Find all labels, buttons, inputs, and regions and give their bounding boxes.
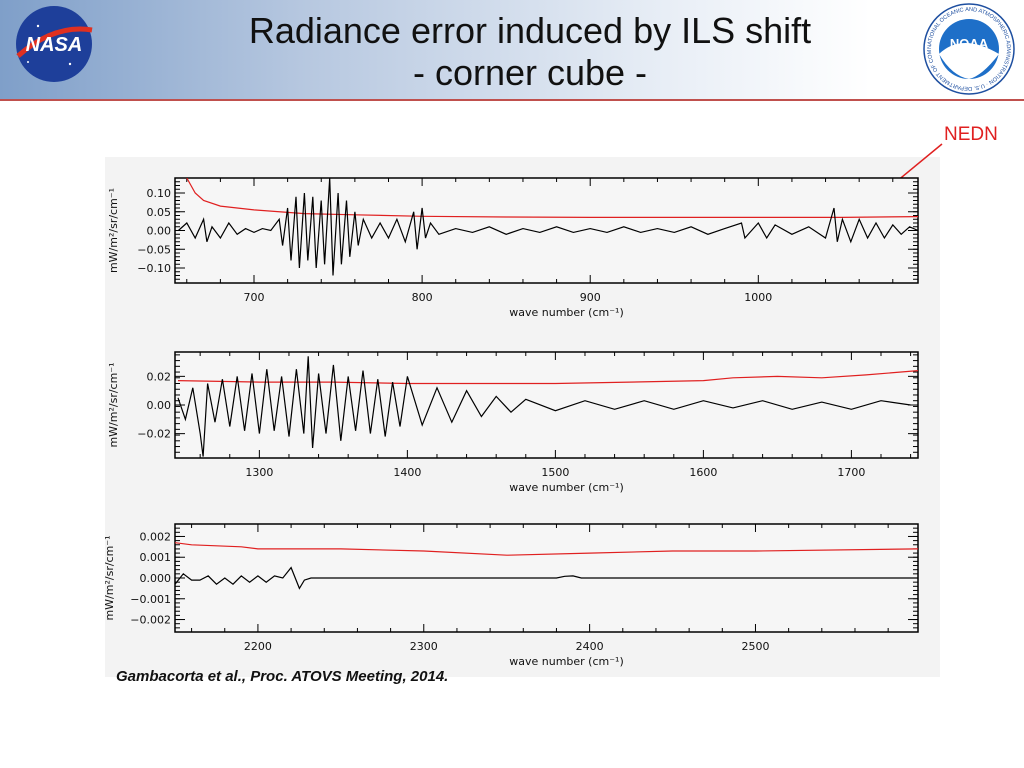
citation: Gambacorta et al., Proc. ATOVS Meeting, … bbox=[116, 668, 449, 685]
y-tick-label: −0.10 bbox=[137, 262, 171, 275]
y-tick-label: 0.00 bbox=[147, 225, 172, 238]
y-axis-label: mW/m²/sr/cm⁻¹ bbox=[103, 535, 116, 620]
y-tick-label: −0.05 bbox=[137, 243, 171, 256]
y-axis-label: mW/m²/sr/cm⁻¹ bbox=[107, 362, 120, 447]
nasa-logo: NASA bbox=[16, 6, 93, 82]
y-tick-label: −0.002 bbox=[130, 614, 171, 627]
nedn-line bbox=[186, 178, 918, 218]
y-tick-label: 0.002 bbox=[140, 530, 172, 543]
x-axis-label: wave number (cm⁻¹) bbox=[509, 481, 624, 494]
radiance-error-line bbox=[175, 566, 918, 590]
y-tick-label: 0.02 bbox=[147, 370, 172, 383]
x-tick-label: 1300 bbox=[245, 466, 273, 479]
chart-2: 1300 1400 1500 1600 1700 0.02 0.00 −0.02 wave nu… bbox=[107, 351, 919, 494]
slide-title: Radiance error induced by ILS shift - co… bbox=[130, 10, 930, 94]
y-tick-label: 0.00 bbox=[147, 399, 172, 412]
slide-header bbox=[0, 0, 1024, 100]
x-axis-label: wave number (cm⁻¹) bbox=[509, 655, 624, 668]
x-tick-label: 1700 bbox=[837, 466, 865, 479]
x-tick-label: 2500 bbox=[741, 640, 769, 653]
x-tick-label: 2300 bbox=[410, 640, 438, 653]
x-tick-label: 1600 bbox=[689, 466, 717, 479]
x-tick-label: 700 bbox=[244, 291, 265, 304]
x-axis-label: wave number (cm⁻¹) bbox=[509, 306, 624, 319]
y-tick-label: 0.05 bbox=[147, 206, 172, 219]
plot-frame bbox=[174, 351, 919, 459]
x-tick-label: 1400 bbox=[393, 466, 421, 479]
title-line-1: Radiance error induced by ILS shift bbox=[248, 10, 812, 51]
y-tick-label: 0.000 bbox=[140, 572, 172, 585]
nedn-line bbox=[175, 542, 918, 556]
y-tick-label: −0.001 bbox=[130, 593, 171, 606]
svg-text:NOAA: NOAA bbox=[950, 36, 989, 51]
x-tick-label: 800 bbox=[412, 291, 433, 304]
radiance-error-line bbox=[177, 356, 911, 457]
noaa-logo: NATIONAL OCEANIC AND ATMOSPHERIC ADMINIS… bbox=[922, 2, 1015, 95]
y-tick-label: 0.10 bbox=[147, 187, 172, 200]
x-tick-label: 900 bbox=[580, 291, 601, 304]
header-divider bbox=[0, 99, 1024, 101]
y-axis-label: mW/m²/sr/cm⁻¹ bbox=[107, 188, 120, 273]
x-tick-label: 2400 bbox=[576, 640, 604, 653]
x-tick-label: 2200 bbox=[244, 640, 272, 653]
svg-text:NASA: NASA bbox=[26, 34, 83, 56]
nedn-line bbox=[177, 370, 918, 385]
x-tick-label: 1000 bbox=[744, 291, 772, 304]
radiance-error-line bbox=[178, 178, 918, 276]
chart-3: 2200 2300 2400 2500 0.002 0.001 0.000 −0.001 −0.… bbox=[103, 523, 919, 668]
chart-1: 700 800 900 1000 0.10 0.05 0.00 −0.05 −0.10 wave … bbox=[107, 177, 919, 319]
x-tick-label: 1500 bbox=[541, 466, 569, 479]
y-tick-label: −0.02 bbox=[137, 428, 171, 441]
title-line-2: - corner cube - bbox=[412, 52, 648, 93]
nedn-label: NEDN bbox=[944, 124, 998, 145]
y-tick-label: 0.001 bbox=[140, 551, 172, 564]
